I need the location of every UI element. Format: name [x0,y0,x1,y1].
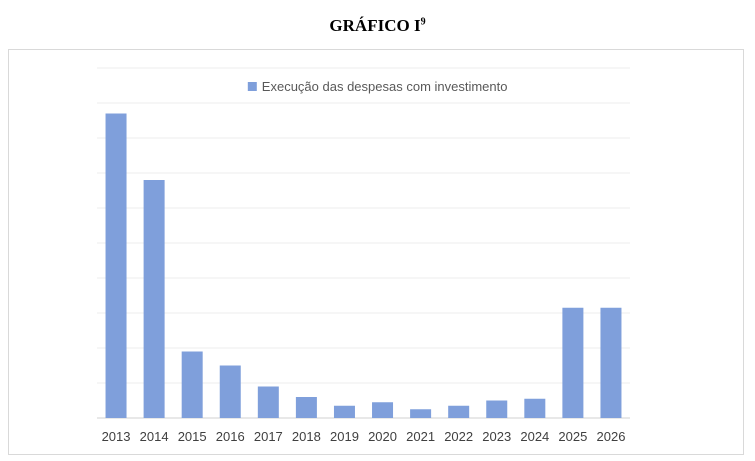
x-tick-label-2013: 2013 [102,429,131,444]
bar-2025 [562,308,583,418]
x-tick-label-2020: 2020 [368,429,397,444]
bar-2019 [334,406,355,418]
bar-2022 [448,406,469,418]
x-tick-label-2015: 2015 [178,429,207,444]
bar-2017 [258,387,279,419]
bar-2013 [106,114,127,419]
bar-2020 [372,402,393,418]
legend-swatch [248,82,257,91]
bar-2016 [220,366,241,419]
bar-2021 [410,409,431,418]
x-tick-label-2016: 2016 [216,429,245,444]
bar-2015 [182,352,203,419]
bar-2026 [600,308,621,418]
bar-2023 [486,401,507,419]
x-tick-label-2025: 2025 [558,429,587,444]
x-tick-label-2024: 2024 [520,429,549,444]
x-tick-label-2023: 2023 [482,429,511,444]
x-tick-label-2026: 2026 [597,429,626,444]
x-tick-label-2018: 2018 [292,429,321,444]
bar-2014 [144,180,165,418]
legend-label: Execução das despesas com investimento [262,79,508,94]
x-tick-label-2022: 2022 [444,429,473,444]
bar-2018 [296,397,317,418]
x-tick-label-2019: 2019 [330,429,359,444]
x-tick-label-2014: 2014 [140,429,169,444]
x-tick-label-2021: 2021 [406,429,435,444]
bar-2024 [524,399,545,418]
x-tick-label-2017: 2017 [254,429,283,444]
